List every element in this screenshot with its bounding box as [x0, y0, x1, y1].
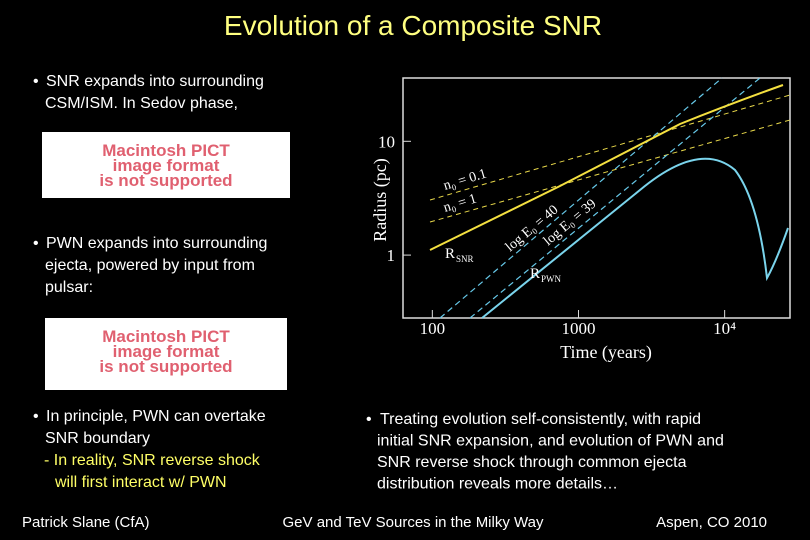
placeholder-text: Macintosh PICT	[102, 141, 230, 160]
snr-curve	[429, 84, 784, 251]
y-axis-label: Radius (pc)	[370, 158, 391, 241]
footer-left: Patrick Slane (CfA)	[22, 514, 150, 531]
pwn-curve	[481, 157, 789, 319]
curve-label-sub: SNR	[456, 254, 474, 264]
bullet-text: pulsar:	[45, 279, 93, 296]
y-tick-label: 1	[387, 246, 396, 265]
bullet-text: CSM/ISM. In Sedov phase,	[45, 95, 238, 112]
energy-line	[469, 77, 761, 319]
bullet-dot: •	[366, 411, 372, 428]
curve-label: R	[445, 246, 455, 262]
bullet-dot: •	[33, 408, 39, 425]
footer-right: Aspen, CO 2010	[656, 514, 767, 531]
bullet-text: In principle, PWN can overtake	[46, 408, 266, 425]
sub-bullet-text: - In reality, SNR reverse shock	[44, 452, 261, 469]
plot-frame	[402, 77, 791, 319]
image-placeholder	[42, 132, 290, 198]
x-tick-label: 1000	[561, 319, 595, 338]
bullet-text: SNR expands into surrounding	[46, 73, 264, 90]
y-tick-label: 10	[378, 132, 395, 151]
x-tick-label: 100	[420, 319, 446, 338]
bullet-text: Treating evolution self-consistently, wi…	[380, 411, 701, 428]
bullet-text: SNR reverse shock through common ejecta	[377, 454, 687, 471]
placeholder-text: is not supported	[99, 171, 232, 190]
energy-line	[439, 77, 723, 319]
image-placeholder	[45, 318, 287, 390]
x-axis-label: Time (years)	[560, 342, 652, 363]
bullet-text: ejecta, powered by input from	[45, 257, 255, 274]
curve-label: R	[530, 266, 540, 282]
bullet-dot: •	[33, 235, 39, 252]
bullet-text: SNR boundary	[45, 430, 150, 447]
placeholder-text: is not supported	[99, 357, 232, 376]
bullet-dot: •	[33, 73, 39, 90]
footer-center: GeV and TeV Sources in the Milky Way	[283, 514, 544, 531]
placeholder-text: Macintosh PICT	[102, 327, 230, 346]
curve-label-sub: PWN	[541, 274, 562, 284]
bullet-text: initial SNR expansion, and evolution of …	[377, 433, 724, 450]
placeholder-text: image format	[113, 156, 220, 175]
sub-bullet-text: will first interact w/ PWN	[54, 474, 227, 491]
bullet-text: PWN expands into surrounding	[46, 235, 267, 252]
x-tick-label: 10⁴	[713, 319, 736, 338]
title: Evolution of a Composite SNR	[224, 10, 602, 41]
placeholder-text: image format	[113, 342, 220, 361]
bullet-text: distribution reveals more details…	[377, 476, 618, 493]
